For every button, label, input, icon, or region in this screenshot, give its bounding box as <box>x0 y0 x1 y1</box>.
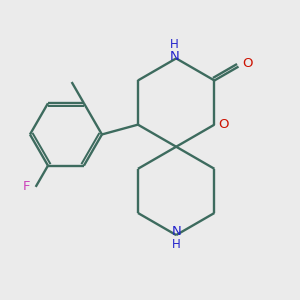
Text: H: H <box>172 238 181 251</box>
Text: F: F <box>23 180 30 194</box>
Text: H: H <box>170 38 179 51</box>
Text: N: N <box>171 225 181 238</box>
Text: N: N <box>170 50 179 63</box>
Text: O: O <box>218 118 229 131</box>
Text: O: O <box>242 58 253 70</box>
